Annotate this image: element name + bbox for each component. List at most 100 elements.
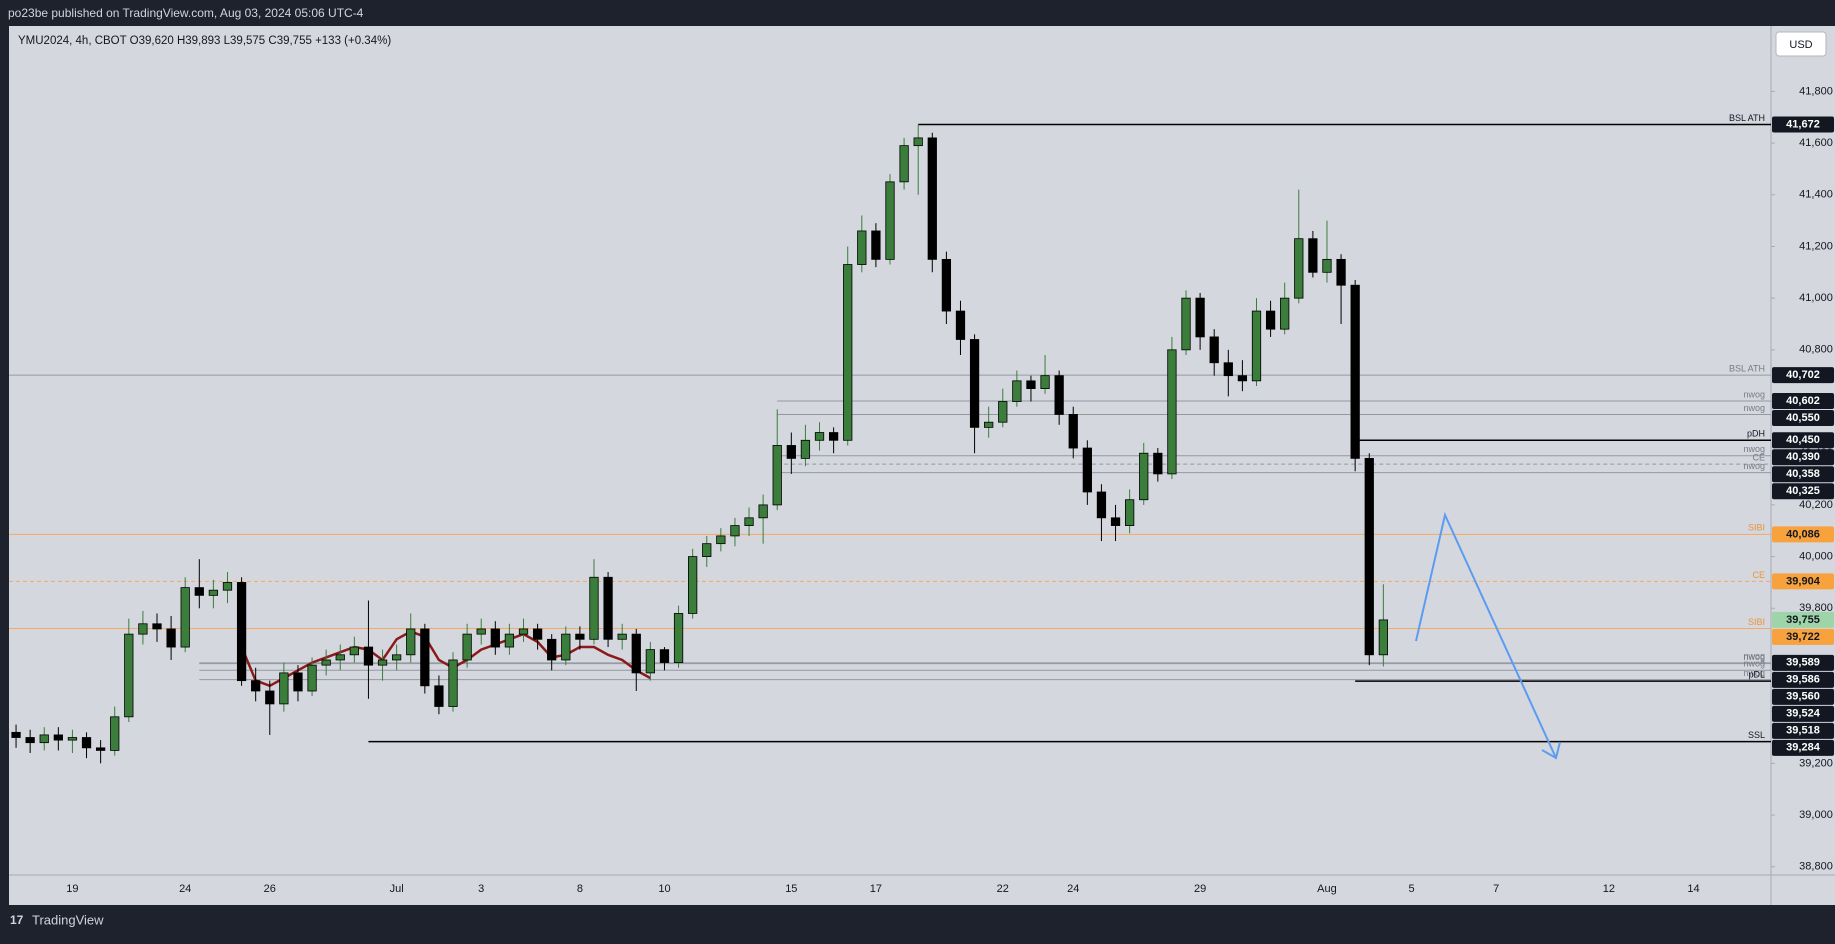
price-box (1772, 410, 1834, 427)
candle-body (1082, 447, 1092, 493)
candle-body (307, 664, 317, 692)
price-box-label: 40,086 (1786, 528, 1820, 540)
x-tick-label: Jul (390, 883, 404, 895)
candle-body (899, 145, 909, 183)
candle-body (1364, 457, 1374, 656)
level-tag: nwog (1743, 389, 1765, 399)
level-tag: nwog (1743, 659, 1765, 669)
candle-body (645, 649, 655, 674)
price-box (1772, 393, 1834, 410)
y-tick-label: 38,800 (1799, 861, 1833, 873)
y-tick-label: 40,800 (1799, 344, 1833, 356)
price-box-label: 39,589 (1786, 657, 1820, 669)
price-box-label: 39,560 (1786, 691, 1820, 703)
price-box (1772, 688, 1834, 705)
price-box (1772, 611, 1834, 628)
candle-body (363, 646, 374, 666)
candle-body (335, 654, 345, 661)
price-box (1772, 483, 1834, 500)
candle-body (702, 543, 712, 557)
level-tag: nwog (1743, 403, 1765, 413)
candle-body (1350, 284, 1360, 459)
candle-body (420, 628, 430, 687)
y-tick-label: 41,600 (1799, 137, 1833, 149)
candle-body (39, 734, 49, 744)
candle-body (1195, 297, 1205, 338)
candle-body (392, 654, 402, 661)
level-tag: BSL ATH (1729, 113, 1765, 123)
level-tag: CE (1752, 570, 1765, 580)
level-tag: pDH (1747, 429, 1765, 439)
currency-button[interactable] (1775, 31, 1827, 57)
level-tag: BSL ATH (1729, 364, 1765, 374)
candle-body (434, 685, 444, 707)
level-tag: SIBI (1748, 523, 1765, 533)
candle-body (885, 181, 895, 260)
candle-body (1322, 258, 1332, 273)
x-tick-label: 22 (997, 883, 1009, 895)
candle-body (377, 659, 388, 666)
candle-body (1139, 452, 1149, 501)
x-tick-label: 26 (264, 883, 276, 895)
candle-body (814, 432, 825, 441)
candle-body (998, 401, 1008, 423)
candle-body (138, 623, 148, 635)
level-tag: nwog (1743, 652, 1765, 662)
candle-body (659, 649, 670, 663)
candle-body (984, 421, 994, 428)
candle-body (871, 230, 881, 260)
price-box (1772, 739, 1834, 756)
candle-body (279, 672, 289, 705)
level-tag: SSL (1748, 730, 1765, 740)
candle-body (744, 517, 754, 526)
candle-body (561, 633, 571, 661)
candle-body (95, 747, 106, 751)
price-box-label: 40,358 (1786, 468, 1820, 480)
x-tick-label: 15 (785, 883, 797, 895)
y-tick-label: 41,800 (1799, 85, 1833, 97)
arrow-head (1541, 741, 1561, 760)
candle-body (1265, 310, 1276, 330)
price-box (1772, 466, 1834, 483)
price-box-label: 40,450 (1786, 434, 1820, 446)
y-tick-label: 39,800 (1799, 602, 1833, 614)
candle-body (772, 445, 782, 506)
x-tick-label: 17 (870, 883, 882, 895)
plot-area (9, 26, 1771, 875)
price-box-label: 39,904 (1786, 575, 1821, 587)
series-layer: 38,80039,00039,20039,40039,60039,80040,0… (9, 85, 1834, 895)
candle-body (843, 264, 853, 441)
candle-body (166, 628, 176, 648)
level-tag: nwog (1743, 668, 1765, 678)
currency[interactable]: USD (1789, 39, 1812, 51)
candle-body (1294, 238, 1304, 299)
level-tag: nwog (1743, 444, 1765, 454)
price-box (1772, 654, 1834, 671)
x-tick-label: 3 (478, 883, 484, 895)
candle-body (265, 690, 275, 705)
price-box-label: 41,672 (1786, 118, 1820, 130)
publisher: po23be published on TradingView.com, Aug… (8, 6, 364, 20)
candle-body (1308, 238, 1318, 273)
y-tick-label: 40,000 (1799, 550, 1833, 562)
candle-body (1096, 491, 1107, 519)
candle-body (828, 432, 839, 441)
candle-body (532, 628, 543, 640)
price-box (1772, 367, 1834, 384)
price-axis (1771, 26, 1835, 905)
candle-body (716, 535, 726, 545)
time-axis (9, 875, 1771, 905)
x-tick-label: 5 (1408, 883, 1414, 895)
candle-body (589, 576, 599, 640)
candle-body (180, 587, 190, 648)
candle-body (1237, 375, 1248, 382)
candle-body (617, 633, 627, 640)
candle-body (349, 646, 359, 656)
moving-average (240, 630, 652, 688)
level-tag: pDL (1748, 670, 1765, 680)
price-box (1772, 449, 1834, 466)
symbol-info: YMU2024, 4h, CBOT O39,620 H39,893 L39,57… (18, 35, 391, 47)
price-box (1772, 573, 1834, 590)
